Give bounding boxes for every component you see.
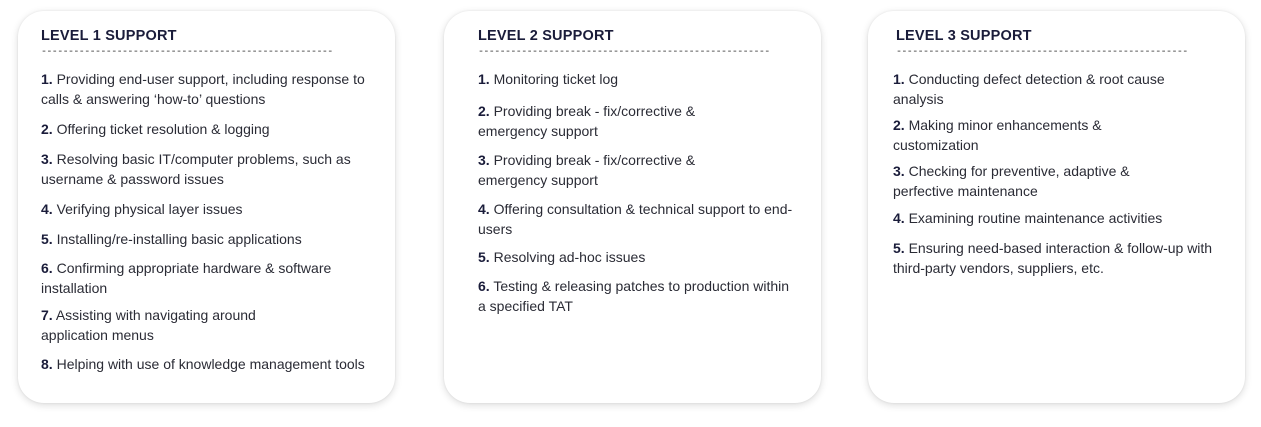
list-item: 1. Conducting defect detection & root ca… — [893, 69, 1173, 109]
item-number: 5. — [41, 231, 53, 247]
card-title: LEVEL 3 SUPPORT — [896, 28, 1032, 44]
item-text: Offering ticket resolution & logging — [56, 121, 270, 137]
item-number: 2. — [41, 121, 53, 137]
item-text: Monitoring ticket log — [493, 71, 619, 87]
list-item: 1. Monitoring ticket log — [478, 69, 808, 89]
item-number: 1. — [41, 71, 53, 87]
list-item: 4. Examining routine maintenance activit… — [893, 208, 1233, 228]
list-item: 2. Providing break - fix/corrective & em… — [478, 101, 753, 141]
card-divider: ----------------------------------------… — [896, 47, 1188, 58]
list-item: 8. Helping with use of knowledge managem… — [41, 354, 391, 374]
item-text: Resolving basic IT/computer problems, su… — [41, 151, 351, 187]
list-item: 4. Verifying physical layer issues — [41, 199, 391, 219]
item-text: Providing break - fix/corrective & emerg… — [478, 152, 696, 188]
card-title: LEVEL 2 SUPPORT — [478, 28, 614, 44]
item-text: Resolving ad-hoc issues — [493, 249, 646, 265]
item-text: Examining routine maintenance activities — [908, 210, 1163, 226]
item-text: Testing & releasing patches to productio… — [478, 278, 790, 314]
card-divider: ----------------------------------------… — [478, 47, 770, 58]
item-text: Helping with use of knowledge management… — [56, 356, 365, 372]
item-text: Confirming appropriate hardware & softwa… — [41, 260, 332, 296]
card-divider: ----------------------------------------… — [41, 47, 333, 58]
item-text: Offering consultation & technical suppor… — [478, 201, 793, 237]
item-number: 6. — [41, 260, 53, 276]
list-item: 1. Providing end-user support, including… — [41, 69, 391, 109]
item-number: 3. — [893, 163, 905, 179]
item-number: 1. — [893, 71, 905, 87]
level-2-support-card: LEVEL 2 SUPPORT ------------------------… — [444, 11, 821, 403]
item-number: 4. — [41, 201, 53, 217]
level-3-support-card: LEVEL 3 SUPPORT ------------------------… — [868, 11, 1245, 403]
item-text: Providing break - fix/corrective & emerg… — [478, 103, 696, 139]
item-number: 4. — [478, 201, 490, 217]
item-number: 7. — [41, 307, 53, 323]
item-text: Providing end-user support, including re… — [41, 71, 365, 107]
item-text: Conducting defect detection & root cause… — [893, 71, 1165, 107]
list-item: 5. Installing/re-installing basic applic… — [41, 229, 391, 249]
item-number: 5. — [893, 240, 905, 256]
item-text: Ensuring need-based interaction & follow… — [893, 240, 1213, 276]
item-text: Making minor enhancements & customizatio… — [893, 117, 1102, 153]
list-item: 3. Providing break - fix/corrective & em… — [478, 150, 753, 190]
item-number: 2. — [893, 117, 905, 133]
card-title: LEVEL 1 SUPPORT — [41, 28, 177, 44]
item-number: 6. — [478, 278, 490, 294]
list-item: 6. Testing & releasing patches to produc… — [478, 276, 798, 316]
item-number: 2. — [478, 103, 490, 119]
item-number: 5. — [478, 249, 490, 265]
list-item: 2. Making minor enhancements & customiza… — [893, 115, 1153, 155]
list-item: 2. Offering ticket resolution & logging — [41, 119, 391, 139]
item-number: 8. — [41, 356, 53, 372]
list-item: 3. Checking for preventive, adaptive & p… — [893, 161, 1173, 201]
list-item: 7. Assisting with navigating around appl… — [41, 305, 316, 345]
item-number: 3. — [478, 152, 490, 168]
list-item: 4. Offering consultation & technical sup… — [478, 199, 798, 239]
item-number: 4. — [893, 210, 905, 226]
item-text: Checking for preventive, adaptive & perf… — [893, 163, 1130, 199]
item-text: Verifying physical layer issues — [56, 201, 243, 217]
list-item: 3. Resolving basic IT/computer problems,… — [41, 149, 386, 189]
item-number: 3. — [41, 151, 53, 167]
list-item: 6. Confirming appropriate hardware & sof… — [41, 258, 391, 298]
list-item: 5. Resolving ad-hoc issues — [478, 247, 808, 267]
item-text: Installing/re-installing basic applicati… — [56, 231, 302, 247]
list-item: 5. Ensuring need-based interaction & fol… — [893, 238, 1223, 278]
item-number: 1. — [478, 71, 490, 87]
level-1-support-card: LEVEL 1 SUPPORT ------------------------… — [18, 11, 395, 403]
item-text: Assisting with navigating around applica… — [41, 307, 256, 343]
